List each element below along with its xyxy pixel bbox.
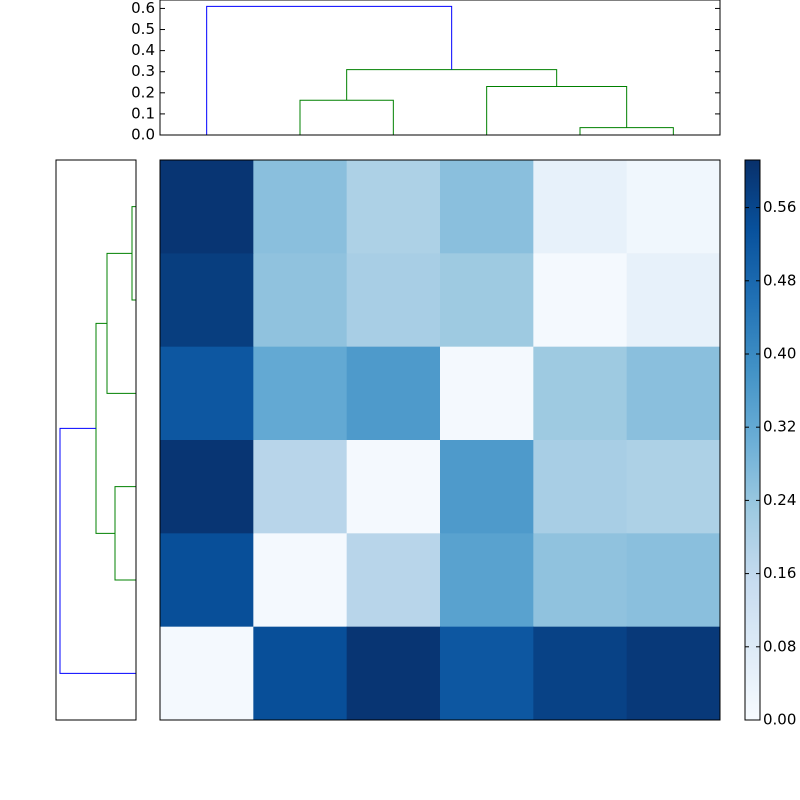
heatmap-cell <box>533 253 628 348</box>
colorbar-tick-label: 0.08 <box>763 637 796 655</box>
dendrogram-link <box>206 5 453 135</box>
heatmap-cell <box>160 626 254 721</box>
colorbar-tick-label: 0.40 <box>763 344 796 362</box>
colorbar <box>744 159 761 721</box>
heatmap-cell <box>253 626 348 721</box>
heatmap-cell <box>253 253 348 348</box>
y-tick-label: 0.4 <box>131 41 155 59</box>
heatmap-cell <box>533 346 628 441</box>
dendrogram-link <box>346 69 558 101</box>
heatmap-cell <box>160 440 254 534</box>
heatmap-cell <box>346 626 441 721</box>
heatmap-cell <box>346 440 441 534</box>
heatmap-cell <box>253 440 348 534</box>
colorbar-tick-label: 0.56 <box>763 198 796 216</box>
colorbar-tick-label: 0.48 <box>763 271 796 289</box>
y-tick-label: 0.6 <box>131 0 155 17</box>
dendrogram-link <box>579 127 674 135</box>
dendrogram-link <box>59 427 136 674</box>
heatmap-cell <box>253 160 348 254</box>
colorbar-tick-label: 0.32 <box>763 418 796 436</box>
heatmap-cell <box>346 346 441 441</box>
heatmap-cell <box>533 440 628 534</box>
dendrogram-link <box>114 486 136 581</box>
y-tick-label: 0.2 <box>131 83 155 101</box>
axes-frame <box>159 159 721 721</box>
heatmap-cell <box>533 533 628 628</box>
heatmap-cell <box>440 626 534 721</box>
heatmap-cell <box>346 533 441 628</box>
heatmap-cell <box>160 160 254 254</box>
heatmap-cell <box>346 160 441 254</box>
colorbar-tick-label: 0.00 <box>763 711 796 729</box>
axes-frame <box>55 159 137 721</box>
heatmap-cell <box>440 253 534 348</box>
heatmap-cell <box>533 626 628 721</box>
y-tick-label: 0.0 <box>131 126 155 144</box>
dendrogram-link <box>95 322 115 534</box>
dendrogram-link <box>131 206 136 301</box>
heatmap-cell <box>626 440 721 534</box>
heatmap-cell <box>626 160 721 254</box>
heatmap-cell <box>533 160 628 254</box>
heatmap-cell <box>626 346 721 441</box>
heatmap-cell <box>626 533 721 628</box>
heatmap-cell <box>160 346 254 441</box>
colorbar-tick-label: 0.24 <box>763 491 796 509</box>
y-tick-label: 0.1 <box>131 104 155 122</box>
heatmap-cell <box>440 160 534 254</box>
heatmap-cell <box>440 533 534 628</box>
heatmap-cell <box>160 533 254 628</box>
heatmap-cell <box>626 626 721 721</box>
heatmap-cell <box>626 253 721 348</box>
heatmap-cell <box>440 440 534 534</box>
colorbar-tick-label: 0.16 <box>763 564 796 582</box>
heatmap-cell <box>253 346 348 441</box>
heatmap-cell <box>160 253 254 348</box>
y-tick-label: 0.5 <box>131 20 155 38</box>
axes-frame <box>159 0 721 136</box>
heatmap-cell <box>346 253 441 348</box>
y-tick-label: 0.3 <box>131 62 155 80</box>
heatmap-cell <box>253 533 348 628</box>
heatmap-cell <box>440 346 534 441</box>
dendrogram-link <box>299 99 394 135</box>
